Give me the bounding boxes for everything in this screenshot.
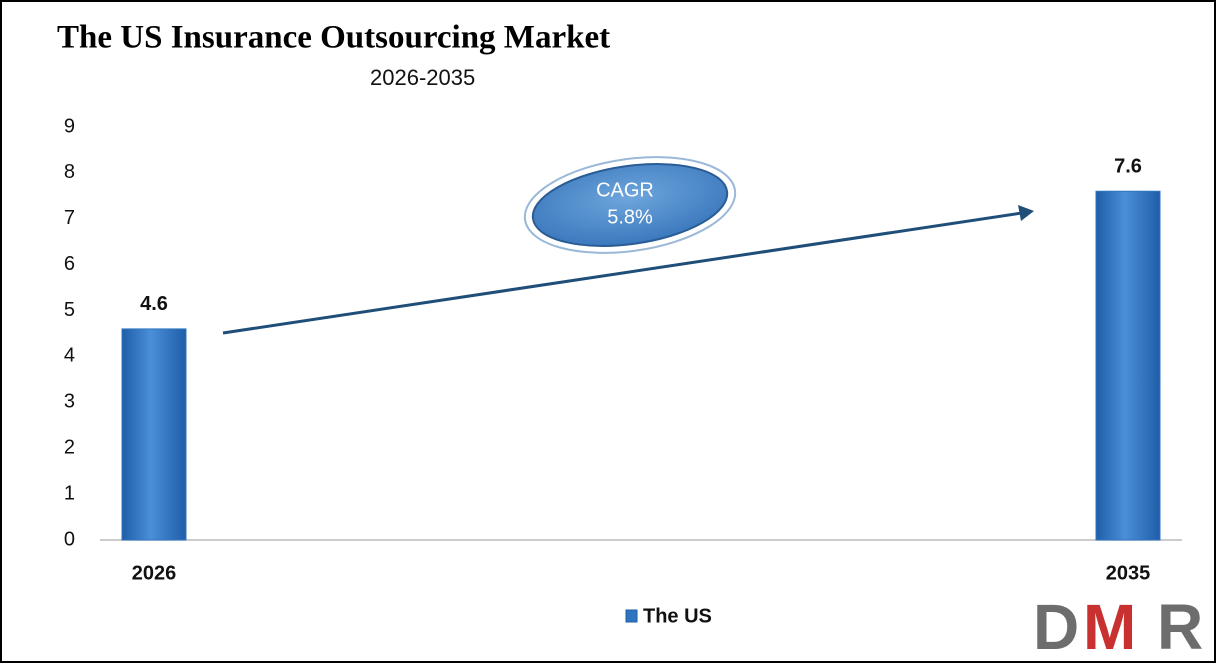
y-tick-label: 3 xyxy=(64,391,75,413)
y-tick-label: 0 xyxy=(64,528,75,550)
x-tick-label: 2026 xyxy=(132,562,177,584)
y-tick-label: 8 xyxy=(64,161,75,183)
x-tick-label: 2035 xyxy=(1106,562,1151,584)
arrow-head xyxy=(1018,205,1034,221)
value-label: 4.6 xyxy=(140,293,168,315)
cagr-value: 5.8% xyxy=(607,206,653,228)
y-tick-label: 1 xyxy=(64,482,75,504)
logo-letter: M xyxy=(1083,591,1133,663)
legend-swatch xyxy=(625,609,638,623)
y-tick-label: 5 xyxy=(64,299,75,321)
y-tick-label: 9 xyxy=(64,115,75,137)
y-tick-label: 7 xyxy=(64,207,75,229)
chart-subtitle: 2026-2035 xyxy=(370,65,475,90)
logo-letter: D xyxy=(1033,591,1077,663)
cagr-annotation: CAGR 5.8% xyxy=(222,156,1034,335)
bar xyxy=(1095,190,1161,541)
logo-letter: R xyxy=(1157,591,1202,663)
chart-title: The US Insurance Outsourcing Market xyxy=(57,20,610,56)
y-tick-label: 6 xyxy=(64,253,75,275)
trend-arrow xyxy=(222,211,1023,335)
legend-label: The US xyxy=(643,605,712,627)
value-label: 7.6 xyxy=(1114,156,1142,178)
y-tick-label: 4 xyxy=(64,345,75,367)
y-tick-label: 2 xyxy=(64,437,75,459)
ellipse xyxy=(531,163,729,247)
cagr-label: CAGR xyxy=(596,179,654,201)
bar xyxy=(121,328,187,541)
